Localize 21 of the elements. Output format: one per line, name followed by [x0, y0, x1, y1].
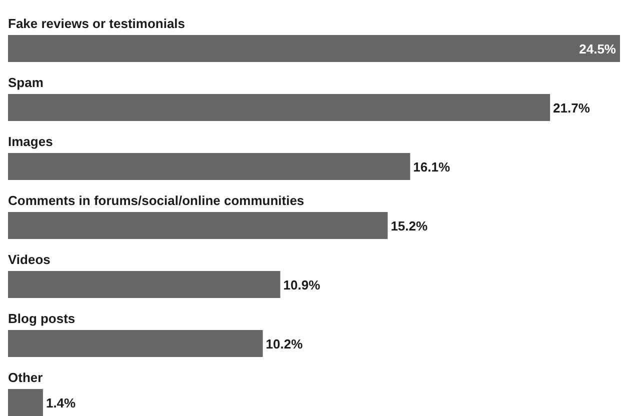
- data-label: 10.2%: [266, 336, 304, 352]
- data-label: 24.5%: [579, 42, 616, 56]
- y-tick-label: Spam: [8, 75, 44, 90]
- data-label: 1.4%: [46, 396, 76, 410]
- bar: [8, 389, 43, 416]
- bar: [8, 94, 550, 121]
- bar: [8, 271, 280, 298]
- y-tick-label: Fake reviews or testimonials: [8, 16, 186, 31]
- data-label: 21.7%: [553, 100, 590, 116]
- y-tick-label: Videos: [8, 252, 50, 267]
- data-label: 15.2%: [390, 218, 428, 234]
- y-tick-label: Other: [8, 370, 43, 385]
- y-tick-label: Comments in forums/social/online communities: [8, 193, 304, 208]
- bar: [8, 153, 410, 180]
- bar: [8, 212, 388, 239]
- y-tick-label: Images: [8, 134, 53, 149]
- bar: [8, 35, 620, 62]
- data-label: 16.1%: [413, 160, 450, 174]
- y-tick-label: Blog posts: [8, 311, 76, 326]
- bar: [8, 330, 263, 357]
- data-label: 10.9%: [283, 278, 321, 292]
